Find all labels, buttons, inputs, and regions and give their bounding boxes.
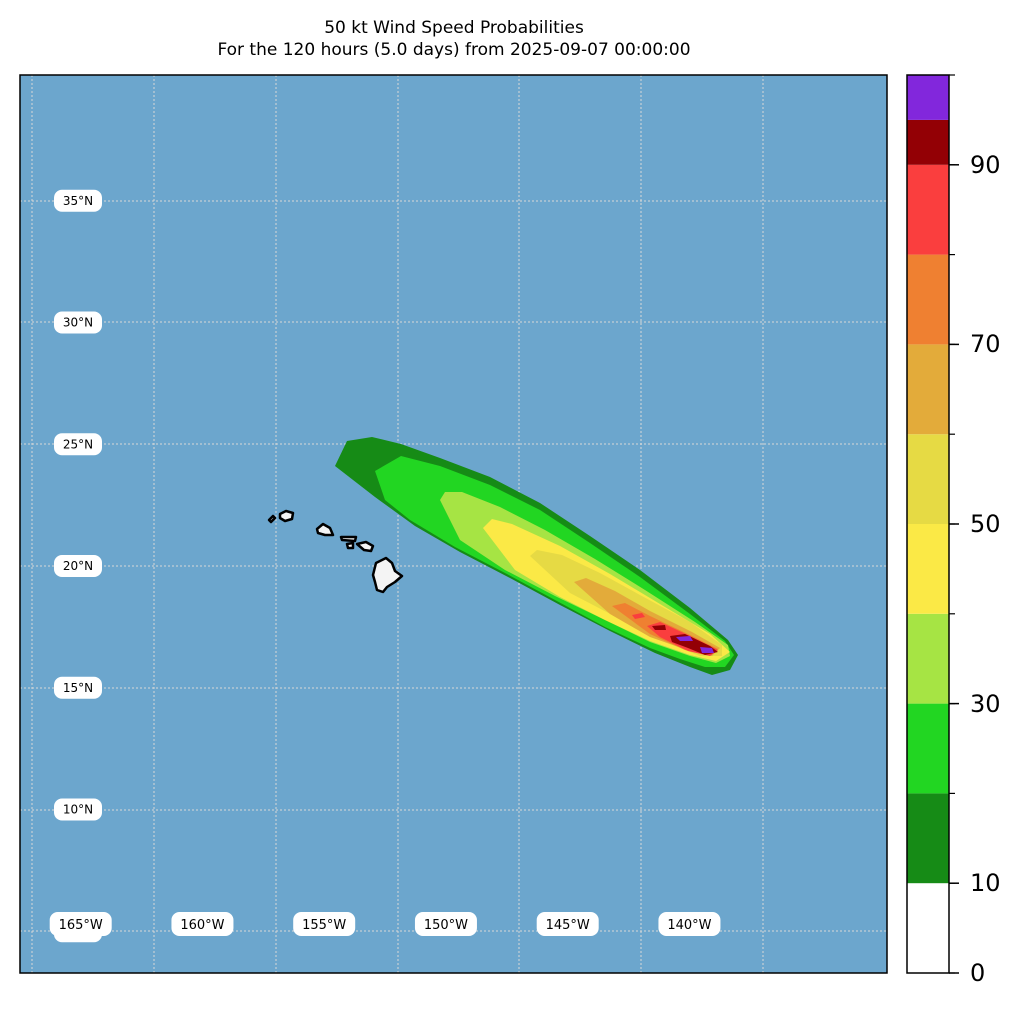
longitude-label-text: 150°W: [424, 918, 468, 933]
island-kauai: [278, 509, 295, 523]
graticule: [20, 75, 887, 973]
colorbar-tick-label: 30: [970, 689, 1001, 718]
contour-95-100: [676, 636, 693, 641]
colorbar-bin: [907, 434, 949, 524]
contour-95-100: [700, 647, 714, 653]
wind-probability-contours: [335, 437, 738, 675]
colorbar-bin: [907, 75, 949, 120]
latitude-label: 10°N: [54, 798, 102, 821]
island-lanai: [345, 541, 355, 550]
colorbar-bin: [907, 613, 949, 704]
latitude-label-text: 25°N: [63, 437, 93, 451]
longitude-label-text: 160°W: [180, 918, 224, 933]
island-oahu: [315, 522, 335, 537]
latitude-label: 20°N: [54, 555, 102, 577]
longitude-label: 150°W: [414, 912, 477, 936]
label-badge: [54, 433, 102, 456]
label-badge: [54, 189, 102, 212]
longitude-label: 140°W: [658, 912, 721, 936]
longitude-label-text: 145°W: [546, 918, 590, 933]
latitude-label-text: 10°N: [63, 803, 93, 817]
colorbar-tick-label: 70: [970, 330, 1001, 359]
label-badge: [658, 912, 721, 936]
contour-80-90: [632, 613, 645, 619]
contour-90-95: [652, 625, 666, 630]
latitude-label: 35°N: [54, 189, 102, 212]
hawaiian-islands: [267, 509, 404, 594]
colorbar-tick-label: 0: [970, 959, 986, 987]
label-badge: [54, 798, 102, 821]
colorbar-tick-label: 90: [970, 150, 1001, 179]
label-badge: [293, 912, 356, 936]
longitude-label-text: 140°W: [667, 918, 711, 933]
longitude-label: 165°W: [49, 912, 112, 936]
label-badge: [536, 912, 599, 936]
longitude-label: 160°W: [171, 912, 234, 936]
colorbar-bin: [907, 524, 949, 614]
island-niihau: [267, 514, 277, 524]
island-maui: [355, 540, 375, 553]
colorbar-bin: [907, 344, 949, 435]
map-title: 50 kt Wind Speed Probabilities: [324, 18, 584, 38]
label-badge: [49, 912, 112, 936]
map-frame: [19, 74, 888, 974]
label-badge: [414, 912, 477, 936]
label-badge: [54, 555, 102, 577]
colorbar-tick-label: 10: [970, 869, 1001, 898]
longitude-label-text: 165°W: [59, 918, 103, 933]
latitude-label-text: 35°N: [63, 194, 93, 208]
label-badge: [54, 676, 102, 699]
longitude-label: 145°W: [536, 912, 599, 936]
longitude-label: 155°W: [293, 912, 356, 936]
map-subtitle: For the 120 hours (5.0 days) from 2025-0…: [217, 40, 691, 60]
latitude-label: 30°N: [54, 311, 102, 334]
colorbar-bin: [907, 883, 949, 973]
latitude-label: 25°N: [54, 433, 102, 456]
latitude-label-text: 20°N: [63, 559, 93, 573]
island-hawaii: [371, 556, 404, 594]
colorbar-bin: [907, 164, 949, 255]
colorbar-bin: [907, 703, 949, 794]
colorbar-tick-label: 50: [970, 510, 1001, 538]
colorbar-bin: [907, 254, 949, 345]
longitude-label-text: 155°W: [302, 918, 346, 933]
colorbar-bin: [907, 119, 949, 165]
latitude-label-text: 15°N: [63, 681, 93, 695]
latitude-label-text: 30°N: [63, 316, 93, 330]
latitude-label: 15°N: [54, 676, 102, 699]
label-badge: [54, 311, 102, 334]
island-molokai: [339, 535, 358, 543]
colorbar: [906, 74, 959, 974]
longitude-labels: 165°W 160°W 155°W 150°W 145°W 140°W: [49, 912, 721, 936]
label-badge: [171, 912, 234, 936]
colorbar-bin: [907, 793, 949, 884]
